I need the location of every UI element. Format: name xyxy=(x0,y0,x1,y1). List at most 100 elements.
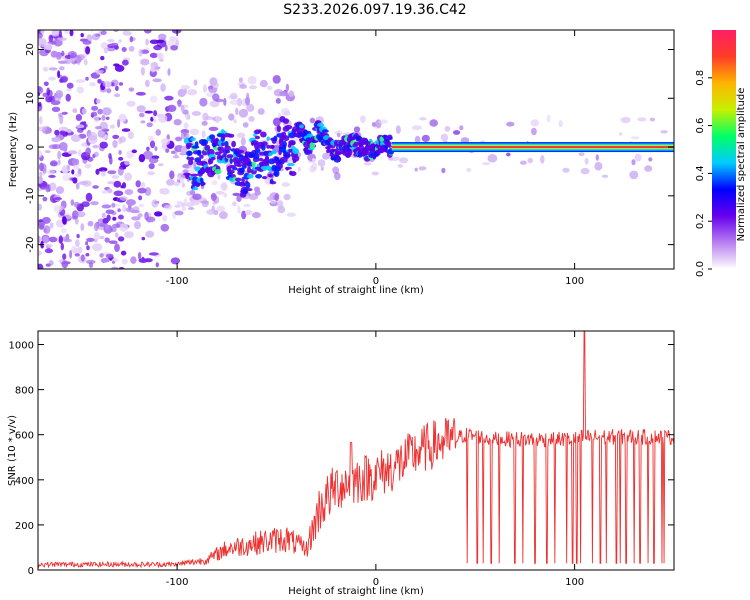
noise-blob xyxy=(70,134,81,143)
noise-blob xyxy=(61,227,67,234)
noise-blob xyxy=(84,163,92,169)
noise-blob xyxy=(334,172,341,181)
noise-blob xyxy=(39,171,43,177)
noise-blob xyxy=(62,216,67,225)
noise-blob xyxy=(279,91,288,97)
noise-blob xyxy=(182,169,189,174)
noise-blob xyxy=(129,36,133,43)
noise-blob xyxy=(281,107,290,116)
noise-blob xyxy=(109,124,116,129)
noise-blob xyxy=(620,116,631,124)
signal-blob xyxy=(186,156,191,160)
noise-blob xyxy=(630,136,640,140)
signal-blob xyxy=(190,137,196,142)
signal-blob xyxy=(221,142,225,146)
noise-blob xyxy=(100,42,109,50)
noise-blob xyxy=(105,224,110,230)
noise-blob xyxy=(80,223,85,231)
noise-blob xyxy=(114,232,119,238)
noise-blob xyxy=(51,106,61,113)
noise-blob xyxy=(421,134,430,142)
noise-blob xyxy=(61,50,65,57)
signal-blob xyxy=(258,157,264,162)
noise-blob xyxy=(165,148,170,153)
noise-blob xyxy=(128,87,135,92)
noise-blob xyxy=(113,63,120,67)
noise-blob xyxy=(52,143,61,150)
noise-blob xyxy=(38,126,48,132)
noise-blob xyxy=(118,150,122,155)
signal-blob xyxy=(254,135,260,140)
colorbar-tick-label: 0.6 xyxy=(695,118,706,134)
noise-blob xyxy=(419,117,427,121)
noise-blob xyxy=(107,181,115,185)
noise-blob xyxy=(175,136,183,142)
signal-blob xyxy=(266,136,270,142)
noise-blob xyxy=(164,95,174,101)
noise-blob xyxy=(281,182,290,187)
noise-blob xyxy=(72,108,78,114)
spectrogram-frame xyxy=(37,29,675,270)
noise-blob xyxy=(62,253,67,260)
noise-blob xyxy=(212,93,220,102)
noise-blob xyxy=(360,115,366,124)
y-tick-label: 1000 xyxy=(9,341,34,352)
noise-blob xyxy=(121,128,131,132)
noise-blob xyxy=(92,144,100,149)
noise-blob xyxy=(209,100,220,108)
noise-blob xyxy=(297,166,301,172)
noise-blob xyxy=(80,33,84,38)
noise-blob xyxy=(353,126,361,133)
noise-blob xyxy=(108,240,118,244)
noise-blob xyxy=(135,91,146,96)
noise-blob xyxy=(208,126,219,131)
noise-blob xyxy=(85,147,91,156)
noise-blob xyxy=(112,216,117,221)
noise-blob xyxy=(440,133,449,142)
noise-blob xyxy=(274,193,280,202)
noise-blob xyxy=(48,260,54,266)
noise-blob xyxy=(223,97,227,106)
noise-blob xyxy=(236,98,243,107)
noise-blob xyxy=(50,99,61,106)
noise-blob xyxy=(453,130,461,135)
noise-blob xyxy=(119,136,126,143)
noise-blob xyxy=(127,131,134,140)
spectrogram-image xyxy=(38,30,674,269)
x-tick-label: -100 xyxy=(166,577,189,588)
noise-blob xyxy=(87,131,98,141)
noise-blob xyxy=(119,196,128,201)
noise-blob xyxy=(71,215,77,220)
noise-blob xyxy=(81,108,87,115)
noise-blob xyxy=(76,124,85,129)
noise-blob xyxy=(71,169,75,175)
noise-blob xyxy=(240,137,246,146)
signal-blob xyxy=(389,136,393,140)
noise-blob xyxy=(181,182,185,188)
noise-blob xyxy=(181,206,186,212)
signal-blob xyxy=(271,144,275,149)
noise-blob xyxy=(101,212,106,219)
noise-blob xyxy=(149,140,156,149)
signal-blob xyxy=(210,156,216,161)
signal-blob xyxy=(199,154,204,159)
signal-blob xyxy=(269,181,277,185)
noise-blob xyxy=(248,85,257,90)
noise-blob xyxy=(102,81,112,88)
noise-blob xyxy=(637,117,647,122)
noise-blob xyxy=(117,166,124,176)
noise-blob xyxy=(317,159,326,167)
noise-blob xyxy=(51,30,60,37)
signal-blob xyxy=(271,149,277,155)
noise-blob xyxy=(145,230,155,238)
signal-blob xyxy=(209,134,216,140)
noise-blob xyxy=(98,30,100,31)
colorbar-bar xyxy=(712,30,736,269)
x-tick-label: -100 xyxy=(166,276,189,287)
noise-blob xyxy=(124,172,132,181)
noise-blob xyxy=(154,146,158,152)
noise-blob xyxy=(167,68,171,76)
noise-blob xyxy=(154,211,163,217)
noise-blob xyxy=(66,128,72,133)
signal-blob xyxy=(299,124,304,129)
